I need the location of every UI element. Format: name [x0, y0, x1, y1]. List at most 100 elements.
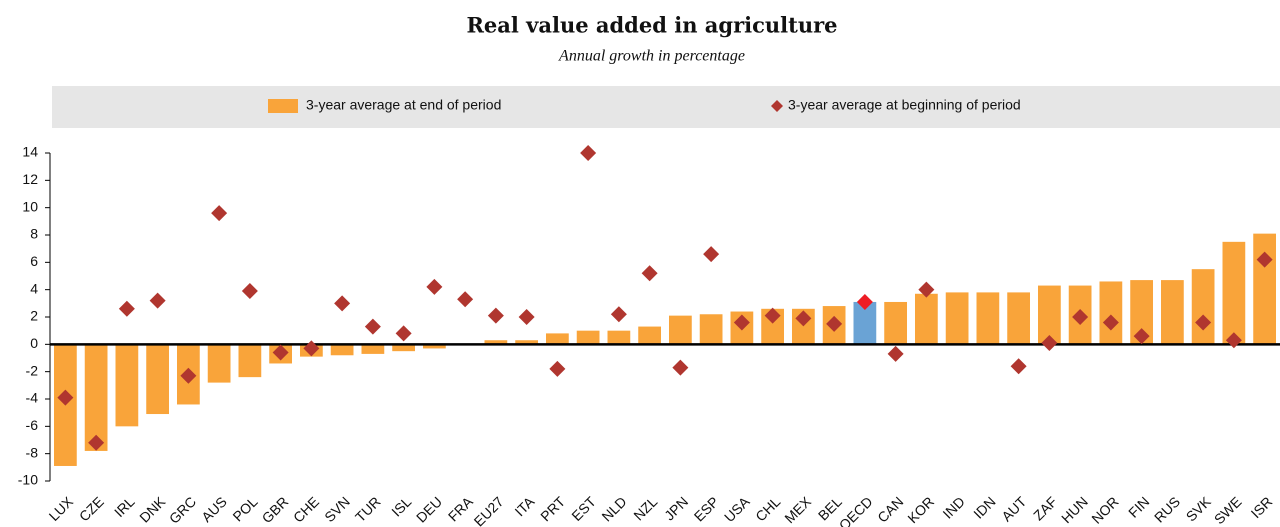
bar	[238, 344, 262, 378]
marker	[826, 315, 843, 332]
y-tick-label: -4	[26, 390, 39, 406]
marker	[149, 292, 166, 309]
x-tick-label: OECD	[836, 493, 876, 527]
marker	[426, 278, 443, 295]
marker	[180, 367, 197, 384]
marker	[518, 309, 535, 325]
x-tick-label: AUS	[198, 493, 230, 525]
bar	[1099, 281, 1123, 345]
y-tick-label: 10	[22, 198, 38, 214]
bar	[1130, 280, 1154, 345]
bar	[853, 301, 877, 345]
marker	[733, 314, 750, 331]
bar	[330, 344, 354, 356]
x-tick-label: IND	[939, 493, 967, 521]
x-tick-label: SVK	[1183, 493, 1215, 525]
x-tick-label: EST	[568, 493, 599, 524]
x-tick-label: SVN	[321, 493, 353, 525]
bar	[115, 344, 139, 427]
marker	[672, 359, 689, 376]
marker	[57, 389, 74, 406]
marker	[303, 340, 320, 357]
bar	[207, 344, 231, 383]
bar	[1037, 285, 1061, 345]
x-tick-label: ISL	[388, 493, 414, 519]
bar	[914, 293, 938, 345]
x-tick-label: ESP	[691, 493, 722, 524]
x-tick-label: USA	[721, 493, 753, 525]
x-tick-label: NOR	[1088, 493, 1121, 526]
marker	[272, 344, 289, 361]
legend-band	[52, 86, 1280, 128]
marker	[1041, 334, 1058, 351]
legend-swatch	[771, 100, 783, 112]
marker	[1102, 314, 1119, 331]
chart-subtitle: Annual growth in percentage	[558, 48, 745, 65]
x-tick-label: NLD	[598, 493, 629, 524]
bar	[699, 314, 723, 345]
marker	[703, 246, 720, 263]
x-tick-label: SWE	[1211, 493, 1245, 527]
x-tick-label: MEX	[781, 493, 814, 526]
bar	[545, 333, 569, 345]
x-tick-label: JPN	[661, 493, 691, 523]
y-tick-label: -8	[26, 444, 39, 460]
x-tick-label: DNK	[136, 493, 169, 526]
bar	[1253, 233, 1277, 345]
bar	[1007, 292, 1031, 345]
x-tick-label: TUR	[352, 493, 384, 525]
marker	[88, 434, 105, 451]
y-tick-label: 2	[30, 308, 38, 324]
x-tick-label: GBR	[259, 493, 292, 526]
x-tick-label: ITA	[511, 493, 537, 519]
bar	[1222, 241, 1246, 345]
x-tick-label: KOR	[904, 493, 937, 526]
y-tick-label: 12	[22, 171, 38, 187]
y-tick-label: 14	[22, 144, 38, 160]
marker	[610, 306, 627, 323]
marker	[1256, 251, 1273, 268]
x-tick-label: ZAF	[1030, 493, 1060, 523]
bar	[392, 344, 416, 352]
x-tick-label: CAN	[874, 493, 906, 525]
bar	[976, 292, 1000, 345]
bar	[638, 326, 662, 345]
bar	[515, 340, 539, 345]
x-tick-label: CZE	[76, 493, 107, 524]
x-tick-label: DEU	[413, 493, 445, 525]
marker	[549, 360, 566, 377]
marker	[764, 307, 781, 324]
marker	[856, 293, 873, 310]
x-tick-label: AUT	[998, 493, 1029, 524]
x-tick-label: ISR	[1248, 493, 1276, 521]
y-tick-label: 0	[30, 335, 38, 351]
legend-label: 3-year average at beginning of period	[788, 97, 1021, 113]
x-tick-label: FIN	[1125, 493, 1152, 520]
x-tick-label: HUN	[1058, 493, 1091, 526]
bar	[84, 344, 108, 451]
y-tick-label: 4	[30, 280, 38, 296]
marker	[118, 300, 135, 317]
bar	[607, 330, 631, 345]
legend-label: 3-year average at end of period	[306, 97, 501, 113]
bar	[1191, 269, 1215, 345]
x-tick-label: CHL	[752, 493, 783, 524]
x-tick-label: EU27	[471, 493, 507, 527]
chart-title: Real value added in agriculture	[466, 13, 837, 38]
bar	[1160, 280, 1184, 345]
bar	[361, 344, 385, 354]
marker	[487, 307, 504, 324]
bar	[422, 344, 446, 349]
marker	[334, 295, 351, 312]
x-tick-label: CHE	[290, 493, 322, 525]
marker	[364, 318, 381, 335]
x-tick-label: IRL	[111, 493, 138, 520]
x-tick-label: PRT	[537, 493, 568, 524]
marker	[580, 145, 597, 161]
bar	[484, 340, 508, 345]
marker	[641, 265, 658, 282]
marker	[1133, 328, 1150, 345]
legend-swatch	[268, 99, 298, 113]
marker	[1195, 314, 1212, 331]
x-tick-label: POL	[229, 493, 260, 524]
